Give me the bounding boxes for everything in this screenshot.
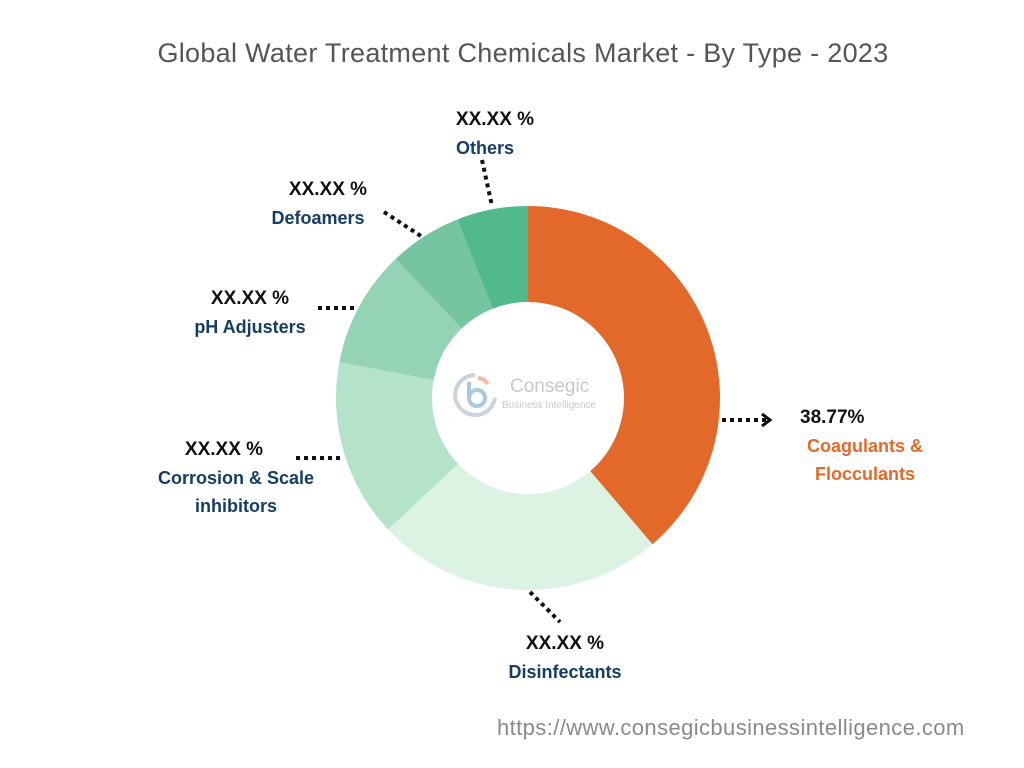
chart-title: Global Water Treatment Chemicals Market … (157, 38, 889, 68)
slice-coagulants (528, 206, 720, 545)
logo-tagline: Business Intelligence (502, 400, 596, 411)
value-label: XX.XX % (455, 109, 535, 130)
arrow-head-icon (761, 412, 773, 428)
label-others: XX.XX % Others (425, 106, 545, 162)
logo-name: Consegic (510, 376, 590, 397)
leader-line-defoamers (382, 210, 426, 240)
leader-line-disinfectants (528, 590, 562, 624)
slice-corrosion (335, 362, 459, 530)
source-url: https://www.consegicbusinessintelligence… (497, 715, 965, 740)
leader-line-others (480, 159, 494, 207)
label-disinfectants: XX.XX % Disinfectants (480, 630, 650, 686)
category-label: Disinfectants (508, 662, 622, 682)
slice-ph-adjusters (339, 258, 462, 381)
logo-mark-icon (453, 373, 497, 417)
category-label: Coagulants & Flocculants (806, 436, 923, 484)
slice-defoamers (395, 219, 493, 329)
consegic-logo: Consegic Business Intelligence (450, 370, 596, 425)
label-ph-adjusters: XX.XX % pH Adjusters (180, 285, 320, 341)
category-label: Defoamers (271, 208, 365, 228)
value-label: XX.XX % (288, 179, 368, 200)
category-label: pH Adjusters (194, 317, 306, 337)
slice-disinfectants (388, 463, 653, 590)
value-label: XX.XX % (184, 439, 264, 460)
label-coagulants: 38.77% Coagulants & Flocculants (770, 404, 960, 488)
category-label: Corrosion & Scale inhibitors (157, 468, 315, 516)
label-defoamers: XX.XX % Defoamers (256, 176, 380, 232)
value-label: 38.77% (800, 407, 865, 428)
value-label: XX.XX % (525, 633, 605, 654)
value-label: XX.XX % (210, 288, 290, 309)
category-label: Others (455, 138, 515, 158)
slice-others (457, 206, 528, 309)
label-corrosion: XX.XX % Corrosion & Scale inhibitors (146, 436, 326, 520)
